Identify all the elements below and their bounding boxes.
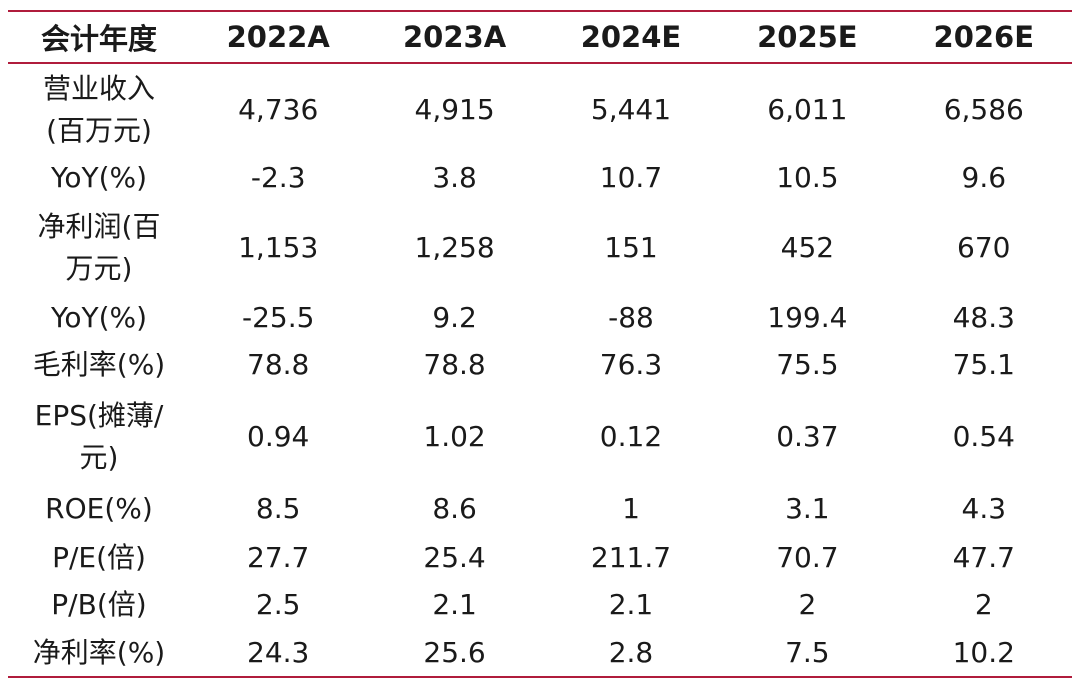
table-cell: 670: [957, 231, 1011, 264]
header-year-2024e: 2024E: [580, 20, 682, 54]
table-cell: 151: [604, 231, 658, 264]
table-cell: 10.5: [776, 161, 839, 194]
table-cell: 3.1: [785, 492, 830, 525]
table-cell: 4,915: [414, 93, 495, 126]
table-cell: 0.12: [599, 420, 663, 453]
table-header: 会计年度 2022A 2023A 2024E 2025E 2026E: [8, 11, 1072, 63]
row-label: 毛利率(%): [8, 340, 190, 390]
table-cell: 0.37: [776, 420, 839, 453]
table-cell: 25.4: [423, 540, 486, 574]
table-cell: 47.7: [952, 540, 1015, 574]
table-cell: 48.3: [952, 301, 1015, 334]
header-year-2025e: 2025E: [757, 20, 858, 54]
table-row: 毛利率(%) 78.8 78.8 76.3 75.5 75.1: [8, 340, 1072, 390]
financial-forecast-table-container: 会计年度 2022A 2023A 2024E 2025E 2026E 营业收入 (…: [8, 10, 1072, 678]
row-label-line: 营业收入: [42, 72, 155, 105]
table-cell: 9.6: [961, 161, 1007, 194]
row-label-line: 元): [79, 441, 119, 474]
table-cell: 78.8: [423, 348, 486, 381]
row-label-line: (百万元): [46, 114, 152, 147]
table-cell: 4.3: [961, 492, 1007, 525]
table-row: 营业收入 (百万元) 4,736 4,915 5,441 6,011 6,586: [8, 63, 1072, 156]
table-cell: 1,153: [238, 231, 319, 264]
table-cell: 25.6: [423, 635, 486, 669]
row-label: EPS(摊薄/元): [8, 390, 190, 484]
table-cell: 75.1: [952, 348, 1015, 381]
table-cell: 1: [622, 492, 640, 525]
table-cell: 10.7: [599, 161, 663, 194]
row-label: 净利率(%): [8, 629, 190, 677]
table-cell: 0.54: [952, 420, 1015, 453]
financial-forecast-table: 会计年度 2022A 2023A 2024E 2025E 2026E 营业收入 (…: [8, 10, 1072, 678]
table-cell: 7.5: [785, 635, 830, 669]
row-label: YoY(%): [8, 156, 190, 200]
table-cell: 5,441: [590, 93, 672, 126]
row-label-line: ROE(%): [45, 492, 153, 525]
table-cell: 211.7: [590, 540, 672, 574]
table-cell: 6,011: [767, 93, 848, 126]
table-cell: 75.5: [776, 348, 839, 381]
header-year-2026e: 2026E: [933, 20, 1035, 54]
row-label-line: P/E(倍): [52, 540, 146, 574]
table-cell: 2.1: [608, 588, 654, 621]
table-row: 净利润(百万元) 1,153 1,258 151 452 670: [8, 200, 1072, 296]
header-label-column: 会计年度: [40, 22, 157, 56]
table-cell: 2: [974, 588, 993, 621]
header-year-2023a: 2023A: [403, 20, 507, 54]
table-cell: 27.7: [247, 540, 310, 574]
row-label: ROE(%): [8, 484, 190, 534]
table-cell: 1,258: [414, 231, 495, 264]
row-label: 净利润(百万元): [8, 200, 190, 296]
header-row: 会计年度 2022A 2023A 2024E 2025E 2026E: [8, 11, 1072, 63]
row-label: 营业收入 (百万元): [8, 63, 190, 156]
table-cell: 24.3: [247, 635, 310, 669]
row-label-line: 净利润(百: [37, 210, 161, 243]
row-label: P/B(倍): [8, 581, 190, 629]
table-cell: 4,736: [238, 93, 319, 126]
row-label-line: P/B(倍): [51, 588, 147, 621]
table-cell: 76.3: [599, 348, 663, 381]
table-cell: 2: [798, 588, 817, 621]
table-body: 营业收入 (百万元) 4,736 4,915 5,441 6,011 6,586 YoY(%)…: [8, 63, 1072, 677]
table-cell: 6,586: [943, 93, 1024, 126]
table-row: ROE(%) 8.5 8.6 1 3.1 4.3: [8, 484, 1072, 534]
table-cell: 1.02: [423, 420, 486, 453]
table-row: EPS(摊薄/元) 0.94 1.02 0.12 0.37 0.54: [8, 390, 1072, 484]
table-cell: 8.6: [432, 492, 477, 525]
table-row: YoY(%) -2.3 3.8 10.7 10.5 9.6: [8, 156, 1072, 200]
row-label-line: YoY(%): [50, 161, 148, 194]
table-cell: 9.2: [432, 301, 477, 334]
table-row: YoY(%) -25.5 9.2 -88 199.4 48.3: [8, 296, 1072, 340]
table-row: P/E(倍) 27.7 25.4 211.7 70.7 47.7: [8, 534, 1072, 581]
table-row: 净利率(%) 24.3 25.6 2.8 7.5 10.2: [8, 629, 1072, 677]
table-cell: 70.7: [776, 540, 839, 574]
table-cell: 2.5: [255, 588, 301, 621]
table-cell: 452: [780, 231, 835, 264]
table-row: P/B(倍) 2.5 2.1 2.1 2 2: [8, 581, 1072, 629]
table-cell: 2.1: [432, 588, 477, 621]
header-year-2022a: 2022A: [226, 20, 330, 54]
table-cell: -25.5: [241, 301, 315, 334]
table-cell: -88: [608, 301, 654, 334]
table-cell: 3.8: [432, 161, 477, 194]
row-label-line: YoY(%): [50, 301, 148, 334]
table-cell: 10.2: [952, 635, 1015, 669]
table-cell: -2.3: [250, 161, 306, 194]
row-label-line: 净利率(%): [32, 635, 166, 669]
row-label: P/E(倍): [8, 534, 190, 581]
row-label-line: 万元): [65, 252, 133, 285]
row-label: YoY(%): [8, 296, 190, 340]
row-label-line: EPS(摊薄/: [34, 399, 164, 432]
table-cell: 2.8: [608, 635, 654, 669]
table-cell: 0.94: [247, 420, 310, 453]
table-cell: 199.4: [767, 301, 848, 334]
table-cell: 78.8: [247, 348, 310, 381]
table-cell: 8.5: [255, 492, 301, 525]
row-label-line: 毛利率(%): [32, 348, 166, 381]
